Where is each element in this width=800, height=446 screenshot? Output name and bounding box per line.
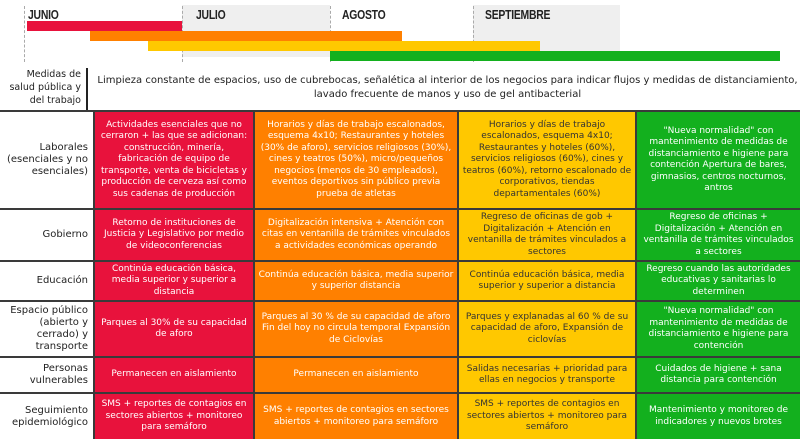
phase-cell-orange: Continúa educación básica, media superio… xyxy=(253,260,459,302)
phase-cell-yellow: SMS + reportes de contagios en sectores … xyxy=(457,392,637,439)
row-label: Seguimiento epidemiológico xyxy=(0,392,95,439)
phase-cell-orange: Horarios y días de trabajo escalonados, … xyxy=(253,110,459,210)
phase-cell-red: Continúa educación básica, media superio… xyxy=(93,260,255,302)
table-row: Laborales (esenciales y no esenciales) Ac… xyxy=(0,110,800,210)
phase-cell-green: Mantenimiento y monitoreo de indicadores… xyxy=(635,392,800,439)
phase-cell-yellow: Regreso de oficinas de gob + Digitalizac… xyxy=(457,208,637,262)
phase-cell-yellow: Parques y explanadas al 60 % de su capac… xyxy=(457,300,637,358)
table-row: Seguimiento epidemiológico SMS + reportes… xyxy=(0,392,800,439)
table-row: Personas vulnerables Permanecen en aislam… xyxy=(0,356,800,394)
phase-bar-orange xyxy=(90,31,402,41)
phase-cell-red: Actividades esenciales que no cerraron +… xyxy=(93,110,255,210)
phase-cell-orange: Digitalización intensiva + Atención con … xyxy=(253,208,459,262)
row-label: Espacio público (abierto y cerrado) y tr… xyxy=(0,300,95,358)
phase-bar-yellow xyxy=(148,41,540,51)
phase-cell-orange: SMS + reportes de contagios en sectores … xyxy=(253,392,459,439)
phase-cell-red: SMS + reportes de contagios en sectores … xyxy=(93,392,255,439)
salud-label: Medidas de salud pública y del trabajo xyxy=(0,68,88,110)
phase-cell-orange: Parques al 30 % de su capacidad de aforo… xyxy=(253,300,459,358)
measures-table: Laborales (esenciales y no esenciales) Ac… xyxy=(0,110,800,439)
phase-bar-red xyxy=(27,21,182,31)
phase-cell-red: Permanecen en aislamiento xyxy=(93,356,255,394)
phase-bar-green xyxy=(330,51,780,61)
month-junio: JUNIO xyxy=(28,7,59,22)
phase-cell-red: Parques al 30% de su capacidad de aforo xyxy=(93,300,255,358)
phase-cell-yellow: Salidas necesarias + prioridad para ella… xyxy=(457,356,637,394)
month-julio: JULIO xyxy=(196,7,226,22)
row-label: Personas vulnerables xyxy=(0,356,95,394)
phase-cell-green: Regreso cuando las autoridades educativa… xyxy=(635,260,800,302)
table-row: Espacio público (abierto y cerrado) y tr… xyxy=(0,300,800,358)
phase-cell-green: Regreso de oficinas + Digitalización + A… xyxy=(635,208,800,262)
month-divider xyxy=(473,6,474,62)
row-label: Educación xyxy=(0,260,95,302)
phase-cell-green: "Nueva normalidad" con mantenimiento de … xyxy=(635,300,800,358)
row-label: Laborales (esenciales y no esenciales) xyxy=(0,110,95,210)
month-septiembre: SEPTIEMBRE xyxy=(485,7,551,22)
table-row: Gobierno Retorno de instituciones de Just… xyxy=(0,208,800,262)
phase-cell-red: Retorno de instituciones de Justicia y L… xyxy=(93,208,255,262)
month-agosto: AGOSTO xyxy=(342,7,386,22)
phase-cell-yellow: Continúa educación básica, media superio… xyxy=(457,260,637,302)
month-divider xyxy=(24,6,25,62)
phase-cell-green: Cuidados de higiene + sana distancia par… xyxy=(635,356,800,394)
salud-text: Limpieza constante de espacios, uso de c… xyxy=(97,75,798,100)
table-row: Educación Continúa educación básica, medi… xyxy=(0,260,800,302)
phase-cell-orange: Permanecen en aislamiento xyxy=(253,356,459,394)
phase-cell-yellow: Horarios y días de trabajo escalonados, … xyxy=(457,110,637,210)
phase-cell-green: "Nueva normalidad" con mantenimiento de … xyxy=(635,110,800,210)
row-label: Gobierno xyxy=(0,208,95,262)
